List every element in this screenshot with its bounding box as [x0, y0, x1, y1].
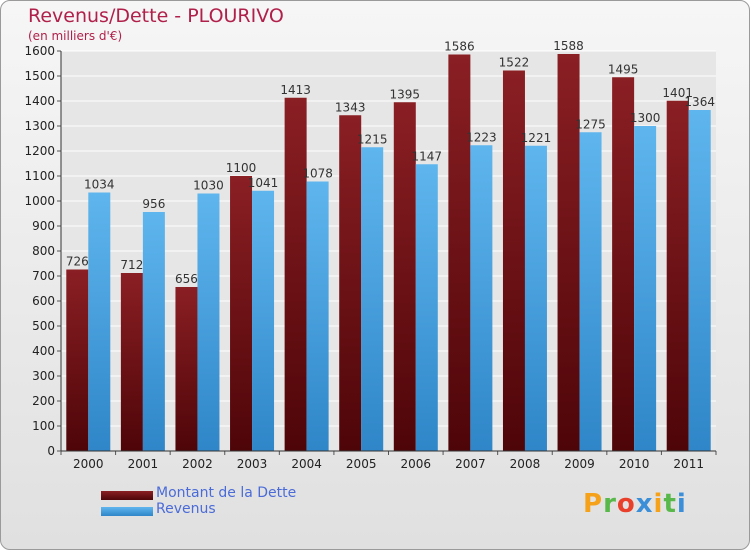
y-tick-label: 1400 [24, 94, 55, 108]
bar-revenus-2003 [252, 190, 275, 451]
y-tick-label: 400 [32, 344, 55, 358]
y-tick-label: 100 [32, 419, 55, 433]
label-revenus-2009: 1275 [575, 117, 606, 131]
bar-dette-2005 [339, 115, 362, 451]
bar-revenus-2001 [142, 212, 165, 451]
x-tick-label: 2007 [455, 457, 486, 471]
label-revenus-2007: 1223 [466, 130, 497, 144]
label-revenus-2003: 1041 [248, 176, 279, 190]
logo-letter: o [616, 489, 636, 519]
bar-revenus-2007 [470, 145, 493, 451]
bar-dette-2000 [66, 269, 89, 451]
y-tick-label: 900 [32, 219, 55, 233]
label-revenus-2004: 1078 [302, 167, 333, 181]
bar-revenus-2009 [579, 132, 602, 451]
label-revenus-2005: 1215 [357, 132, 388, 146]
legend-label-dette: Montant de la Dette [156, 485, 297, 501]
y-tick-label: 1100 [24, 169, 55, 183]
bar-dette-2004 [284, 97, 307, 451]
x-tick-label: 2002 [182, 457, 213, 471]
logo-letter: t [663, 489, 677, 519]
y-tick-label: 1600 [24, 44, 55, 58]
logo-letter: P [583, 489, 604, 519]
bar-dette-2011 [666, 100, 689, 451]
label-dette-2008: 1522 [499, 56, 530, 70]
x-tick-label: 2006 [401, 457, 432, 471]
label-dette-2001: 712 [120, 258, 143, 272]
logo-letter: i [676, 489, 687, 519]
label-dette-2003: 1100 [226, 161, 257, 175]
y-tick-label: 500 [32, 319, 55, 333]
label-dette-2006: 1395 [390, 87, 421, 101]
x-tick-label: 2008 [510, 457, 541, 471]
label-revenus-2006: 1147 [412, 149, 443, 163]
bar-dette-2003 [230, 176, 253, 451]
label-dette-2000: 726 [66, 255, 89, 269]
bar-dette-2007 [448, 54, 471, 451]
y-tick-label: 800 [32, 244, 55, 258]
x-tick-label: 2000 [73, 457, 104, 471]
proxiti-logo: Proxiti [583, 489, 687, 519]
label-revenus-2001: 956 [142, 197, 165, 211]
legend-swatch-dette [101, 491, 153, 500]
bar-revenus-2004 [306, 181, 329, 451]
bars [66, 54, 711, 451]
grid-lines [61, 50, 716, 452]
label-dette-2002: 656 [175, 272, 198, 286]
bar-dette-2008 [502, 70, 525, 451]
bar-revenus-2010 [634, 126, 657, 451]
label-dette-2004: 1413 [280, 83, 311, 97]
bar-dette-2006 [393, 102, 416, 451]
logo-letter: x [635, 489, 654, 519]
y-tick-label: 1000 [24, 194, 55, 208]
chart-subtitle: (en milliers d'€) [28, 29, 123, 43]
x-tick-label: 2005 [346, 457, 377, 471]
bar-dette-2009 [557, 54, 580, 451]
x-tick-label: 2003 [237, 457, 268, 471]
axes: 0 100 200 300 400 500 600 700 800 900 1000 1100 1200… [24, 44, 717, 471]
bar-revenus-2005 [361, 147, 384, 451]
y-tick-label: 1300 [24, 119, 55, 133]
x-tick-label: 2011 [673, 457, 704, 471]
logo-letter: r [603, 489, 617, 519]
bar-revenus-2006 [415, 164, 438, 451]
label-revenus-2011: 1364 [684, 95, 715, 109]
y-tick-label: 200 [32, 394, 55, 408]
bar-dette-2001 [120, 273, 143, 451]
x-tick-label: 2010 [619, 457, 650, 471]
label-dette-2010: 1495 [608, 62, 639, 76]
y-tick-label: 700 [32, 269, 55, 283]
y-tick-label: 1500 [24, 69, 55, 83]
label-revenus-2000: 1034 [84, 178, 115, 192]
y-tick-label: 0 [47, 444, 55, 458]
y-tick-label: 600 [32, 294, 55, 308]
x-tick-label: 2004 [291, 457, 322, 471]
chart-title: Revenus/Dette - PLOURIVO [28, 5, 284, 27]
y-tick-label: 300 [32, 369, 55, 383]
bar-revenus-2000 [88, 192, 111, 451]
label-dette-2009: 1588 [553, 39, 584, 53]
x-tick-label: 2001 [128, 457, 159, 471]
legend-swatch-revenus [101, 507, 153, 516]
bar-revenus-2008 [524, 145, 547, 451]
label-revenus-2002: 1030 [193, 179, 224, 193]
label-revenus-2010: 1300 [630, 111, 661, 125]
y-tick-label: 1200 [24, 144, 55, 158]
label-revenus-2008: 1221 [521, 131, 552, 145]
bar-dette-2002 [175, 287, 198, 451]
logo-letter: i [653, 489, 664, 519]
legend-label-revenus: Revenus [156, 501, 216, 517]
label-dette-2005: 1343 [335, 100, 366, 114]
bar-revenus-2011 [688, 110, 711, 451]
label-dette-2011: 1401 [662, 86, 693, 100]
label-dette-2007: 1586 [444, 40, 475, 54]
bar-dette-2010 [612, 77, 635, 451]
x-tick-label: 2009 [564, 457, 595, 471]
bar-revenus-2002 [197, 193, 220, 451]
